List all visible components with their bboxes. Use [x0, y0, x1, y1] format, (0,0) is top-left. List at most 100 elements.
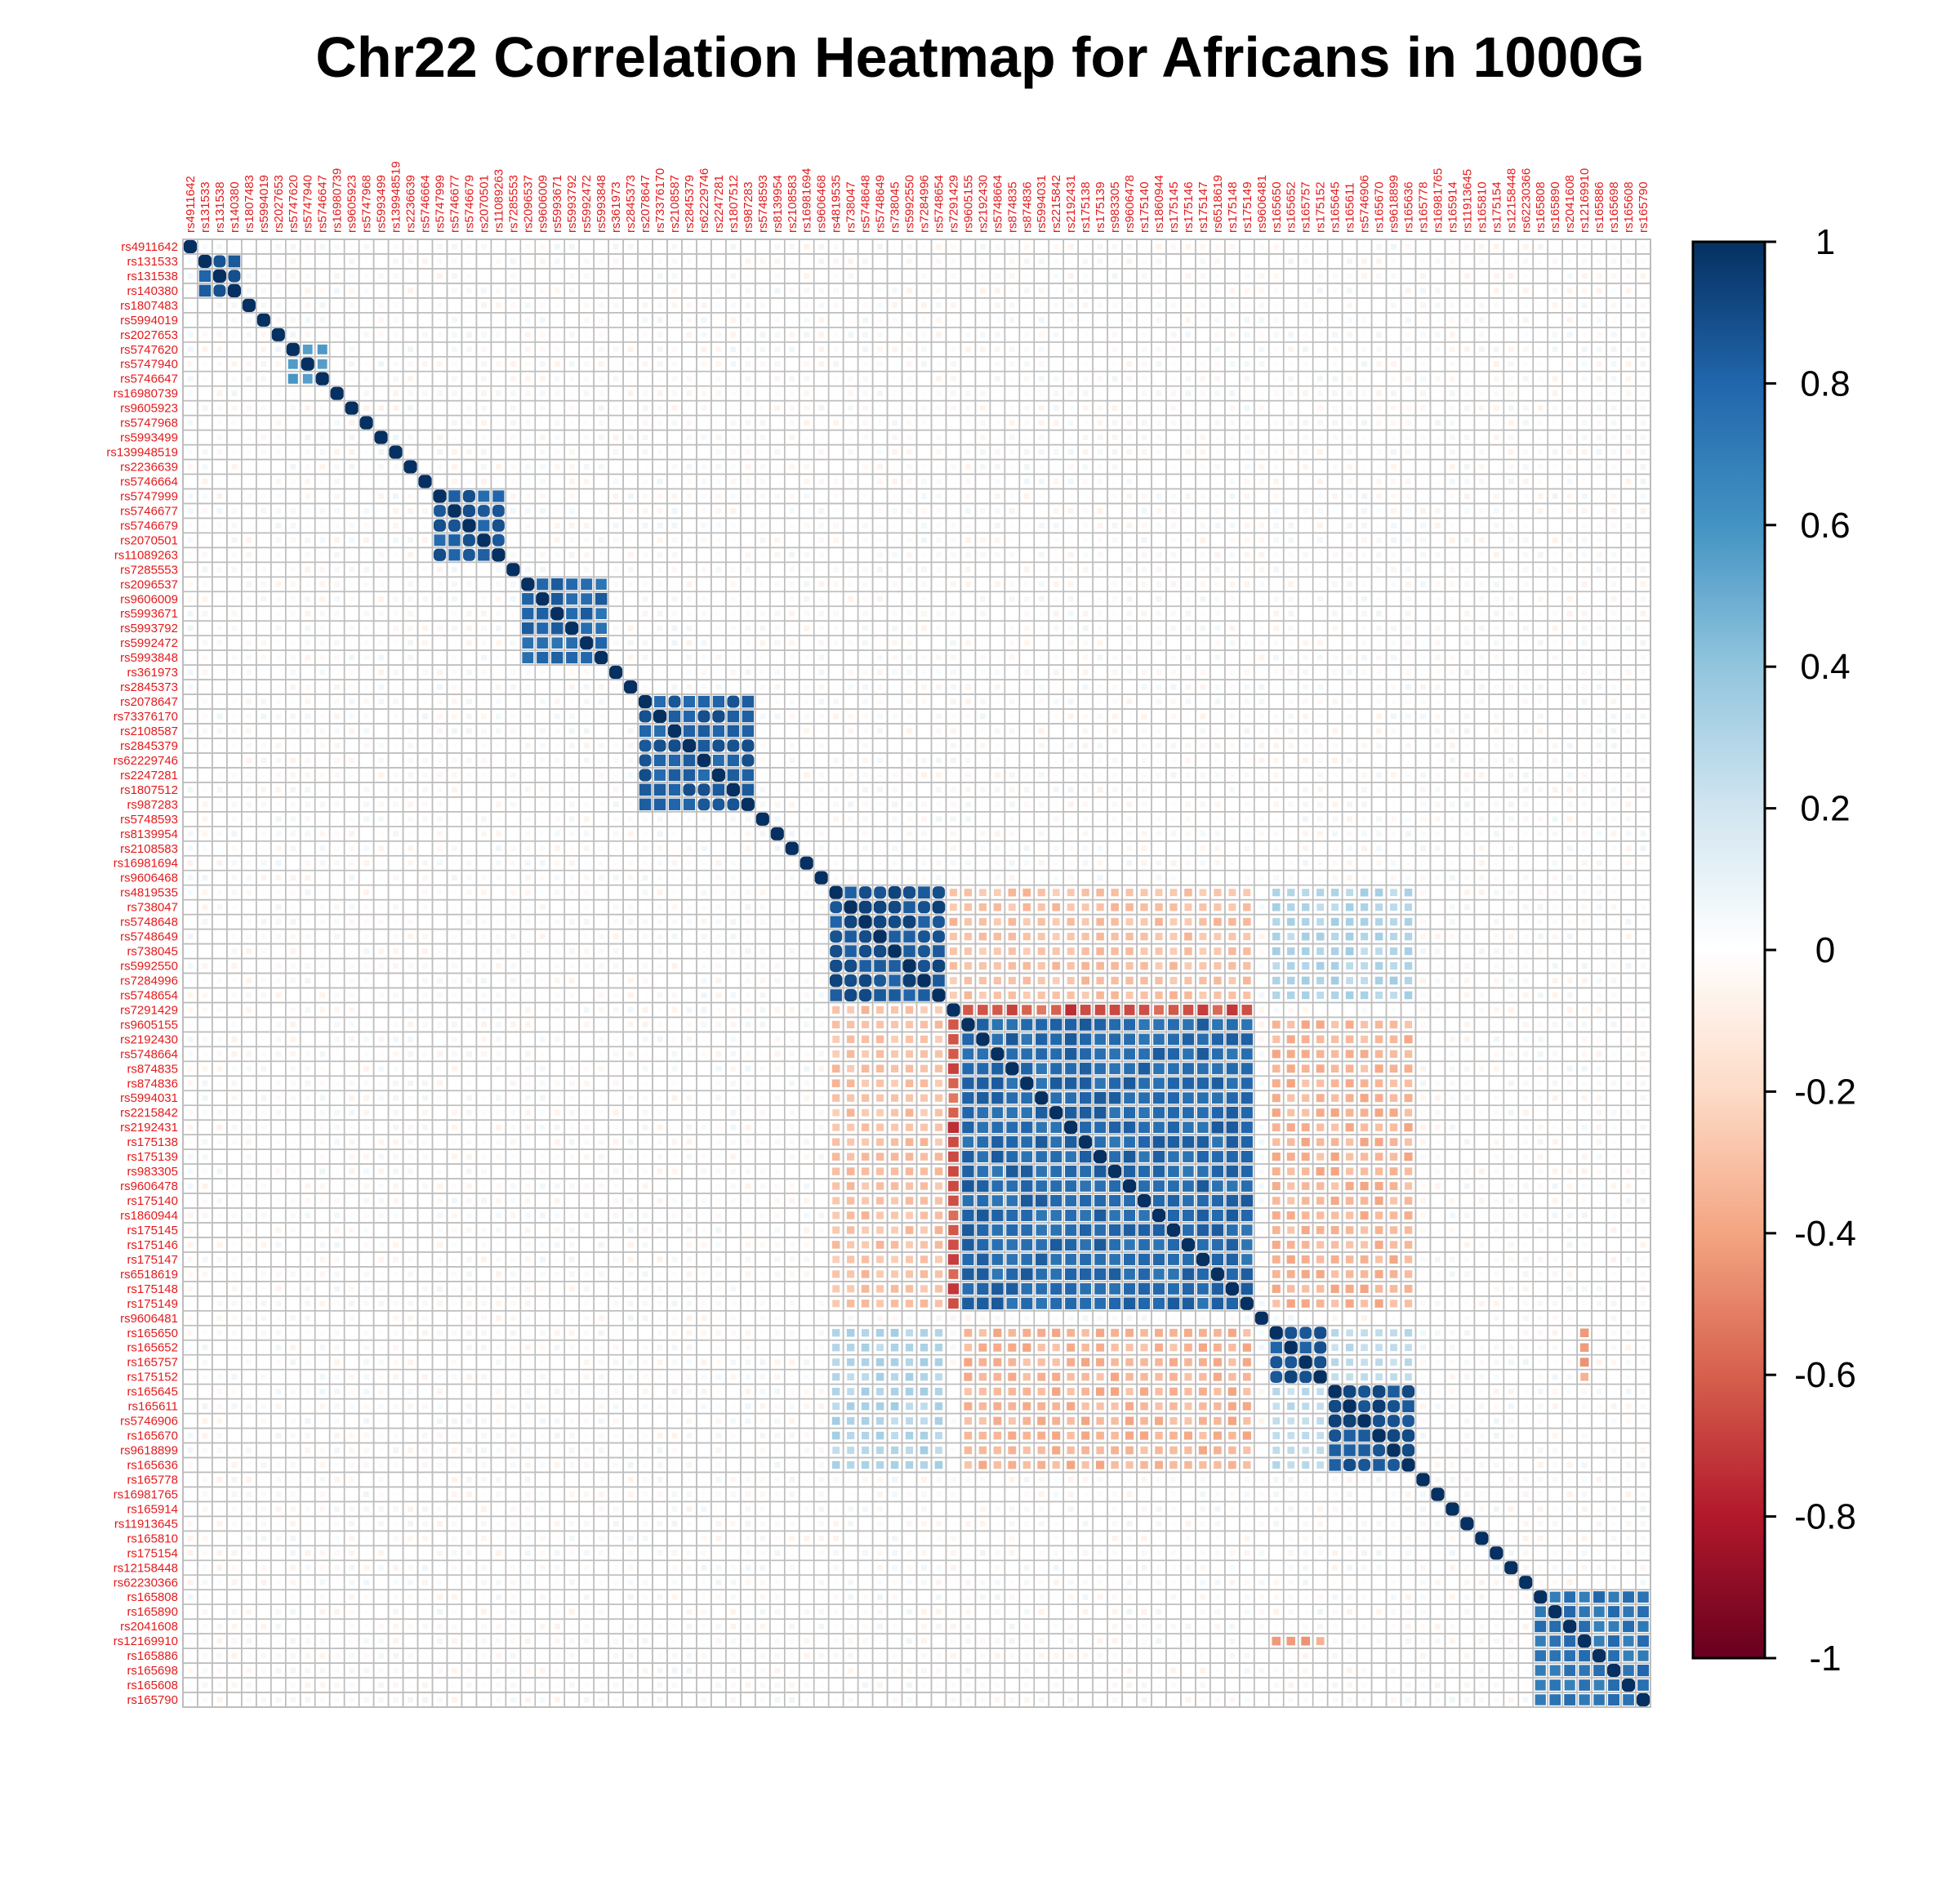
- heatmap-cell: [378, 479, 384, 484]
- heatmap-cell: [1405, 243, 1411, 250]
- heatmap-cell: [1405, 537, 1411, 543]
- heatmap-cell: [393, 273, 399, 279]
- heatmap-cell: [774, 332, 781, 338]
- heatmap-cell: [1332, 537, 1338, 543]
- heatmap-cell: [595, 592, 608, 605]
- heatmap-cell: [261, 464, 267, 470]
- heatmap-cell: [892, 596, 898, 602]
- heatmap-cell: [1610, 390, 1617, 396]
- heatmap-cell: [246, 258, 252, 265]
- heatmap-cell: [1552, 317, 1558, 323]
- heatmap-cell: [1170, 346, 1177, 353]
- heatmap-cell: [1420, 596, 1426, 602]
- heatmap-cell: [568, 522, 575, 528]
- heatmap-cell: [936, 508, 942, 514]
- heatmap-cell: [510, 405, 516, 412]
- heatmap-cell: [1640, 581, 1646, 587]
- heatmap-cell: [305, 552, 311, 558]
- heatmap-cell: [1596, 302, 1602, 309]
- heatmap-cell: [275, 522, 282, 528]
- heatmap-cell: [436, 449, 443, 456]
- heatmap-cell: [936, 243, 942, 250]
- heatmap-cell: [1317, 243, 1323, 250]
- heatmap-cell: [804, 258, 809, 265]
- heatmap-cell: [833, 390, 839, 396]
- heatmap-cell: [951, 508, 956, 514]
- heatmap-cell: [246, 523, 252, 528]
- heatmap-cell: [1361, 595, 1368, 602]
- heatmap-cell: [261, 420, 267, 426]
- heatmap-cell: [452, 302, 457, 309]
- heatmap-cell: [1625, 508, 1632, 514]
- heatmap-cell: [1141, 566, 1147, 573]
- heatmap-cell: [833, 317, 839, 323]
- heatmap-cell: [1273, 243, 1280, 250]
- heatmap-cell: [877, 449, 883, 455]
- heatmap-cell: [1288, 317, 1294, 323]
- heatmap-cell: [701, 435, 707, 440]
- heatmap-cell: [1494, 317, 1499, 323]
- heatmap-cell: [1303, 551, 1309, 558]
- heatmap-cell: [1054, 493, 1059, 499]
- heatmap-cell: [554, 243, 560, 250]
- heatmap-cell: [1332, 596, 1338, 602]
- heatmap-cell: [657, 479, 663, 484]
- heatmap-cell: [1258, 537, 1265, 543]
- heatmap-cell: [657, 258, 663, 265]
- heatmap-cell: [1170, 405, 1177, 412]
- heatmap-cell: [1141, 523, 1147, 528]
- heatmap-cell: [437, 420, 443, 426]
- heatmap-cell: [363, 273, 369, 279]
- heatmap-cell: [862, 258, 869, 265]
- heatmap-cell: [818, 332, 825, 338]
- heatmap-cell: [1347, 464, 1353, 470]
- heatmap-cell: [1185, 302, 1192, 309]
- heatmap-cell: [1156, 317, 1162, 323]
- heatmap-cell: [1141, 390, 1147, 397]
- heatmap-cell: [1391, 390, 1396, 397]
- heatmap-cell: [1625, 317, 1632, 323]
- heatmap-cell: [1067, 390, 1074, 397]
- heatmap-cell: [1111, 288, 1118, 294]
- heatmap-cell: [965, 493, 971, 499]
- heatmap-cell: [745, 361, 751, 368]
- heatmap-cell: [1141, 435, 1147, 440]
- heatmap-cell: [1053, 273, 1059, 279]
- heatmap-cell: [1317, 435, 1323, 440]
- heatmap-cell: [1435, 537, 1441, 543]
- heatmap-cell: [1082, 508, 1089, 514]
- heatmap-cell: [1200, 479, 1206, 484]
- heatmap-cell: [1214, 346, 1221, 353]
- heatmap-cell: [363, 302, 369, 309]
- heatmap-cell: [1023, 464, 1030, 470]
- heatmap-cell: [363, 317, 369, 323]
- heatmap-cell: [745, 523, 751, 528]
- heatmap-cell: [1053, 522, 1059, 528]
- heatmap-cell: [305, 582, 310, 587]
- heatmap-cell: [598, 346, 604, 353]
- heatmap-cell: [477, 533, 491, 547]
- heatmap-cell: [302, 373, 313, 384]
- heatmap-cell: [1258, 493, 1264, 499]
- heatmap-cell: [1214, 302, 1221, 309]
- heatmap-cell: [261, 479, 266, 484]
- heatmap-cell: [1435, 595, 1441, 602]
- heatmap-cell: [275, 449, 282, 455]
- heatmap-cell: [1111, 317, 1118, 323]
- heatmap-cell: [1552, 420, 1558, 426]
- heatmap-cell: [1405, 317, 1411, 323]
- heatmap-cell: [1303, 508, 1309, 514]
- heatmap-cell: [1097, 302, 1103, 309]
- heatmap-cell: [1229, 346, 1236, 353]
- heatmap-cell: [848, 435, 853, 440]
- heatmap-cell: [1347, 390, 1353, 397]
- heatmap-cell: [906, 258, 912, 265]
- heatmap-cell: [290, 581, 296, 587]
- heatmap-cell: [246, 581, 252, 587]
- heatmap-cell: [1332, 567, 1338, 573]
- heatmap-cell: [715, 243, 722, 250]
- heatmap-cell: [349, 376, 354, 381]
- heatmap-cell: [612, 243, 619, 250]
- heatmap-cell: [1229, 302, 1236, 309]
- heatmap-cell: [1244, 346, 1250, 352]
